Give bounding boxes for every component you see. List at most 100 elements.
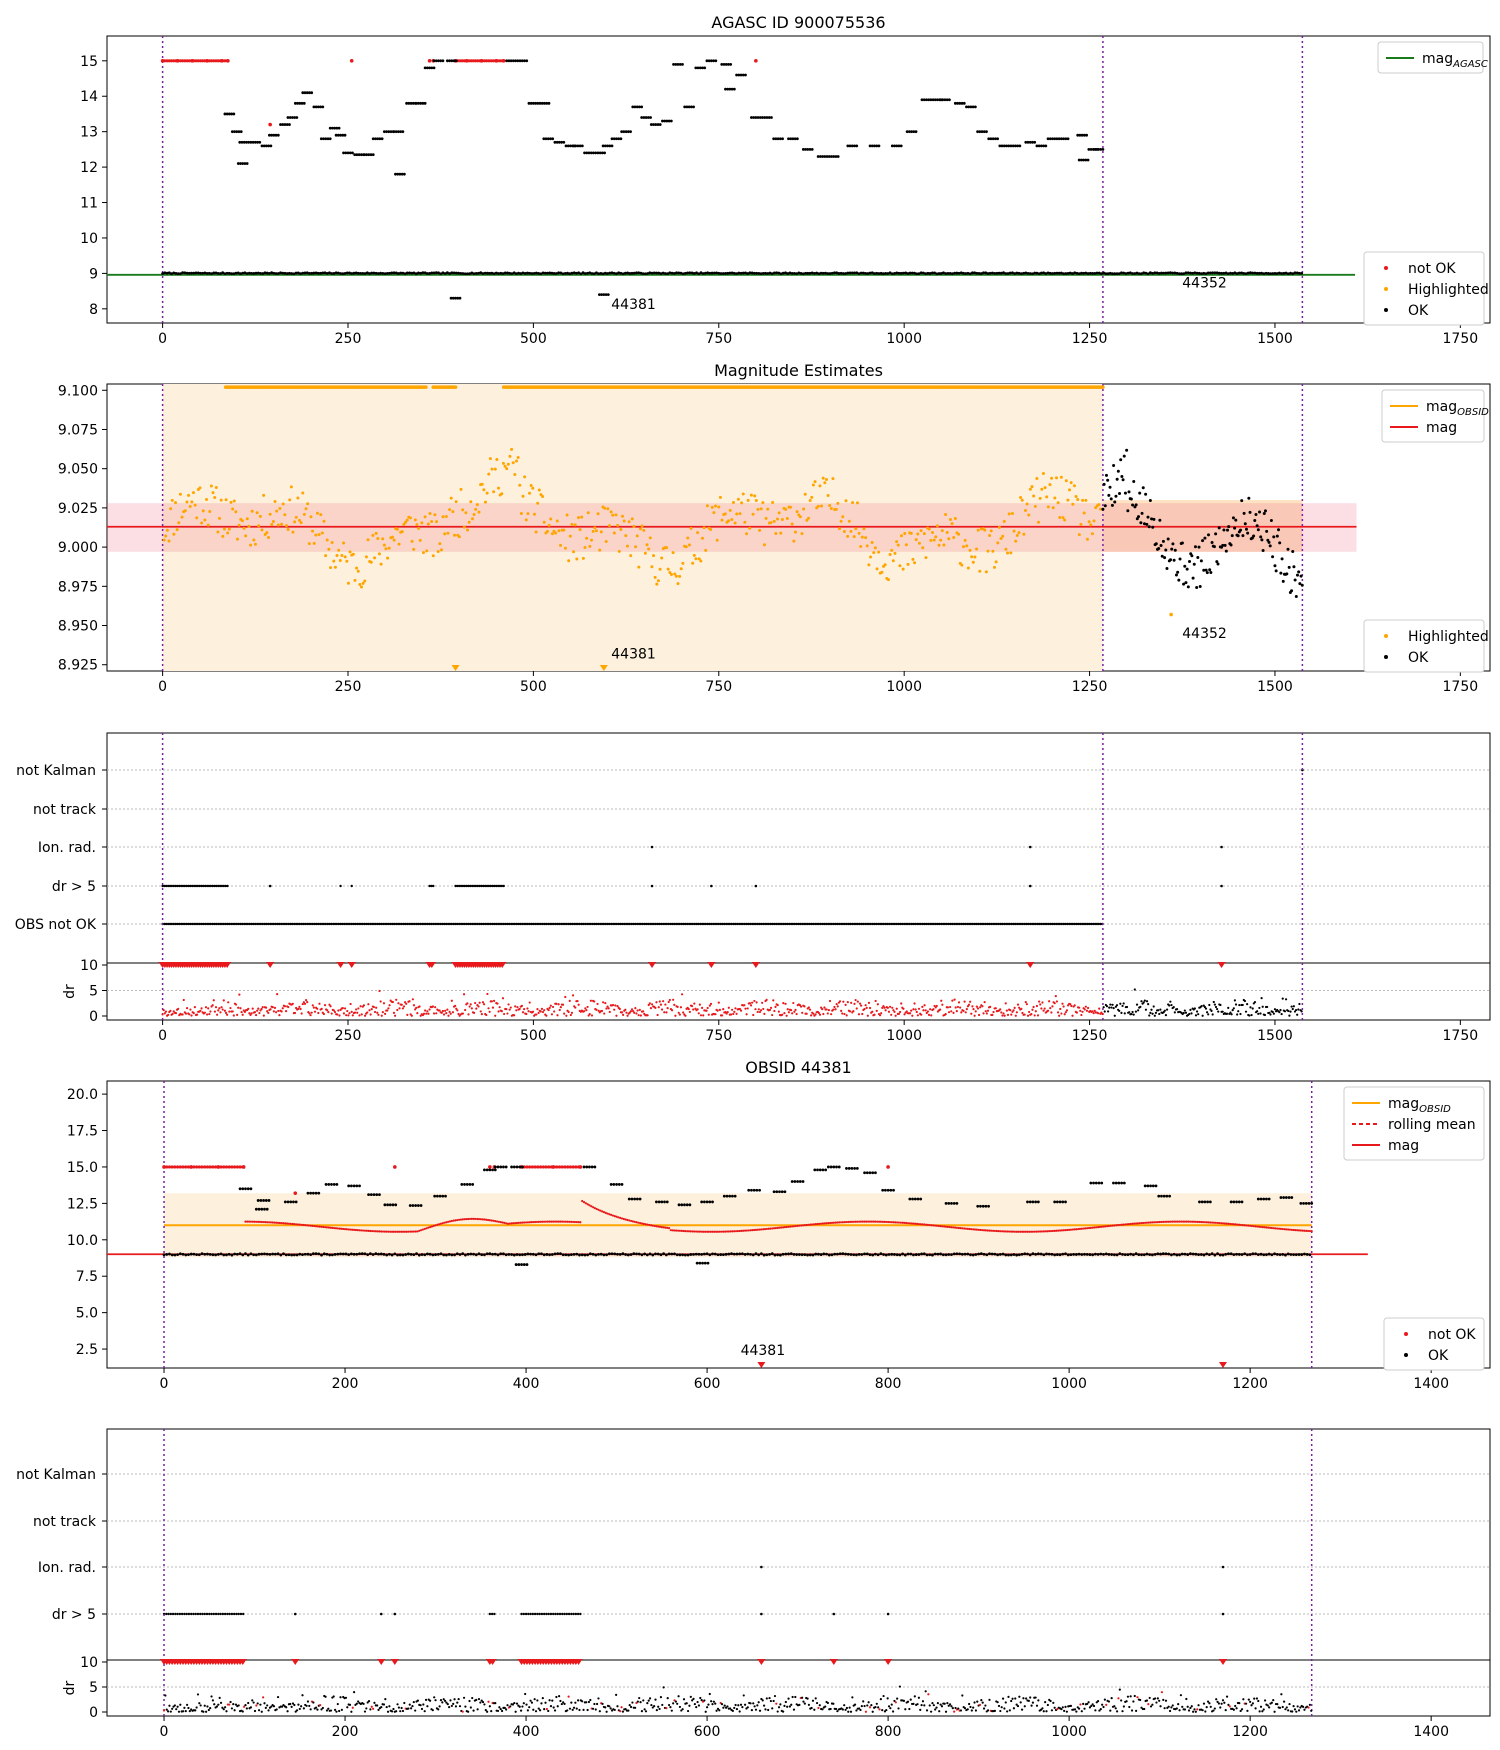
ok-point xyxy=(1215,560,1219,564)
not-ok-point xyxy=(462,59,467,63)
ok-point xyxy=(546,137,550,141)
highlighted-point xyxy=(802,507,806,511)
ok-point xyxy=(1260,538,1264,542)
dr-point-not-ok xyxy=(254,1013,258,1017)
highlighted-point xyxy=(939,538,943,542)
dr-point-not-ok xyxy=(1096,1012,1100,1015)
ok-point xyxy=(1192,562,1196,566)
dr-point-not-ok xyxy=(1080,1013,1083,1017)
dr-point-ok xyxy=(794,1695,797,1699)
ok-point xyxy=(245,140,248,144)
ok-point xyxy=(1095,271,1099,275)
dr-point-not-ok xyxy=(513,1014,516,1017)
dr-point-ok xyxy=(439,1698,443,1702)
dr-point-not-ok xyxy=(257,1007,260,1010)
dr-point-ok xyxy=(919,1708,922,1711)
highlighted-point xyxy=(718,495,722,499)
ok-point xyxy=(1028,140,1032,144)
highlighted-point xyxy=(583,545,587,549)
ok-point xyxy=(922,98,926,102)
highlighted-point xyxy=(1082,511,1086,515)
ok-point xyxy=(219,272,222,275)
dr-point-not-ok xyxy=(564,995,567,999)
dr-point-ok xyxy=(506,1704,509,1707)
ok-point xyxy=(230,130,234,134)
ok-point xyxy=(1108,271,1112,275)
ok-point xyxy=(423,271,427,275)
dr-point-not-ok xyxy=(492,999,496,1002)
ok-point xyxy=(1011,271,1014,275)
ok-point xyxy=(1182,272,1186,276)
dr-point-not-ok xyxy=(957,1001,961,1004)
legend-marker xyxy=(1384,287,1388,291)
ok-point xyxy=(956,101,959,105)
dr-point-ok xyxy=(309,1708,312,1711)
ok-point xyxy=(559,271,563,275)
dr-point-ok xyxy=(1107,1700,1111,1703)
dr-point-not-ok xyxy=(521,1011,525,1014)
highlighted-point xyxy=(384,547,388,551)
ok-point xyxy=(564,144,568,148)
dr-point-not-ok xyxy=(477,1005,480,1008)
ok-point xyxy=(958,101,962,105)
ok-point xyxy=(908,271,912,275)
dr-point-not-ok xyxy=(469,1003,472,1006)
ok-point xyxy=(705,59,709,63)
dr-point-not-ok xyxy=(654,1006,657,1010)
ok-point xyxy=(1295,271,1299,275)
ok-point xyxy=(411,101,415,105)
highlighted-point xyxy=(395,527,399,531)
ok-point xyxy=(394,271,398,275)
flag-point xyxy=(228,1612,231,1616)
flag-point xyxy=(760,1612,763,1616)
flag-point xyxy=(650,845,654,849)
dr-point-ok xyxy=(1173,1011,1176,1014)
highlighted-point xyxy=(650,565,654,569)
highlighted-point xyxy=(986,549,990,553)
dr-point-not-ok xyxy=(271,1006,274,1009)
dr-point-ok xyxy=(494,1702,497,1705)
ok-point xyxy=(1196,556,1200,560)
dr-point-not-ok xyxy=(914,1008,917,1011)
dr-point-not-ok xyxy=(979,1006,982,1009)
dr-point-not-ok xyxy=(887,1010,891,1013)
ok-point xyxy=(557,271,561,275)
dr-point-ok xyxy=(1212,1000,1215,1004)
flag-point xyxy=(202,884,205,888)
not-ok-point xyxy=(189,59,194,63)
dr-point-ok xyxy=(1210,1009,1213,1012)
dr-point-ok xyxy=(1226,1012,1229,1015)
dr-point-not-ok xyxy=(769,1006,773,1009)
ok-point xyxy=(312,271,316,275)
ok-point xyxy=(804,271,807,275)
dr-point-not-ok xyxy=(814,1013,817,1016)
dr-point-ok xyxy=(1000,1706,1003,1709)
flag-point xyxy=(171,1612,175,1616)
dr-point-not-ok xyxy=(826,1012,829,1015)
dr-point-not-ok xyxy=(620,1706,623,1709)
flag-point xyxy=(174,884,177,888)
highlighted-point xyxy=(332,559,336,563)
flag-point xyxy=(502,884,505,888)
ok-point xyxy=(919,271,923,275)
dr-point-not-ok xyxy=(449,1012,452,1015)
dr-point-not-ok xyxy=(600,1009,604,1013)
dr-point-ok xyxy=(902,1699,906,1702)
dr-point-not-ok xyxy=(1085,1009,1089,1012)
highlighted-point xyxy=(673,572,677,576)
highlighted-point xyxy=(528,491,532,495)
highlighted-point xyxy=(816,504,820,508)
ok-point xyxy=(1035,271,1039,275)
flag-row-label: not track xyxy=(33,802,97,818)
ok-point xyxy=(385,271,389,275)
dr-point-not-ok xyxy=(688,1010,691,1014)
dr-point-ok xyxy=(1288,1014,1291,1017)
dr-point-ok xyxy=(392,1707,395,1711)
highlighted-point xyxy=(459,487,463,491)
ok-point xyxy=(439,272,443,276)
ok-point xyxy=(730,87,734,91)
obsid-annotation: 44381 xyxy=(611,297,656,313)
highlighted-point xyxy=(258,514,262,518)
dr-point-ok xyxy=(1105,1005,1109,1008)
ok-point xyxy=(982,130,986,134)
